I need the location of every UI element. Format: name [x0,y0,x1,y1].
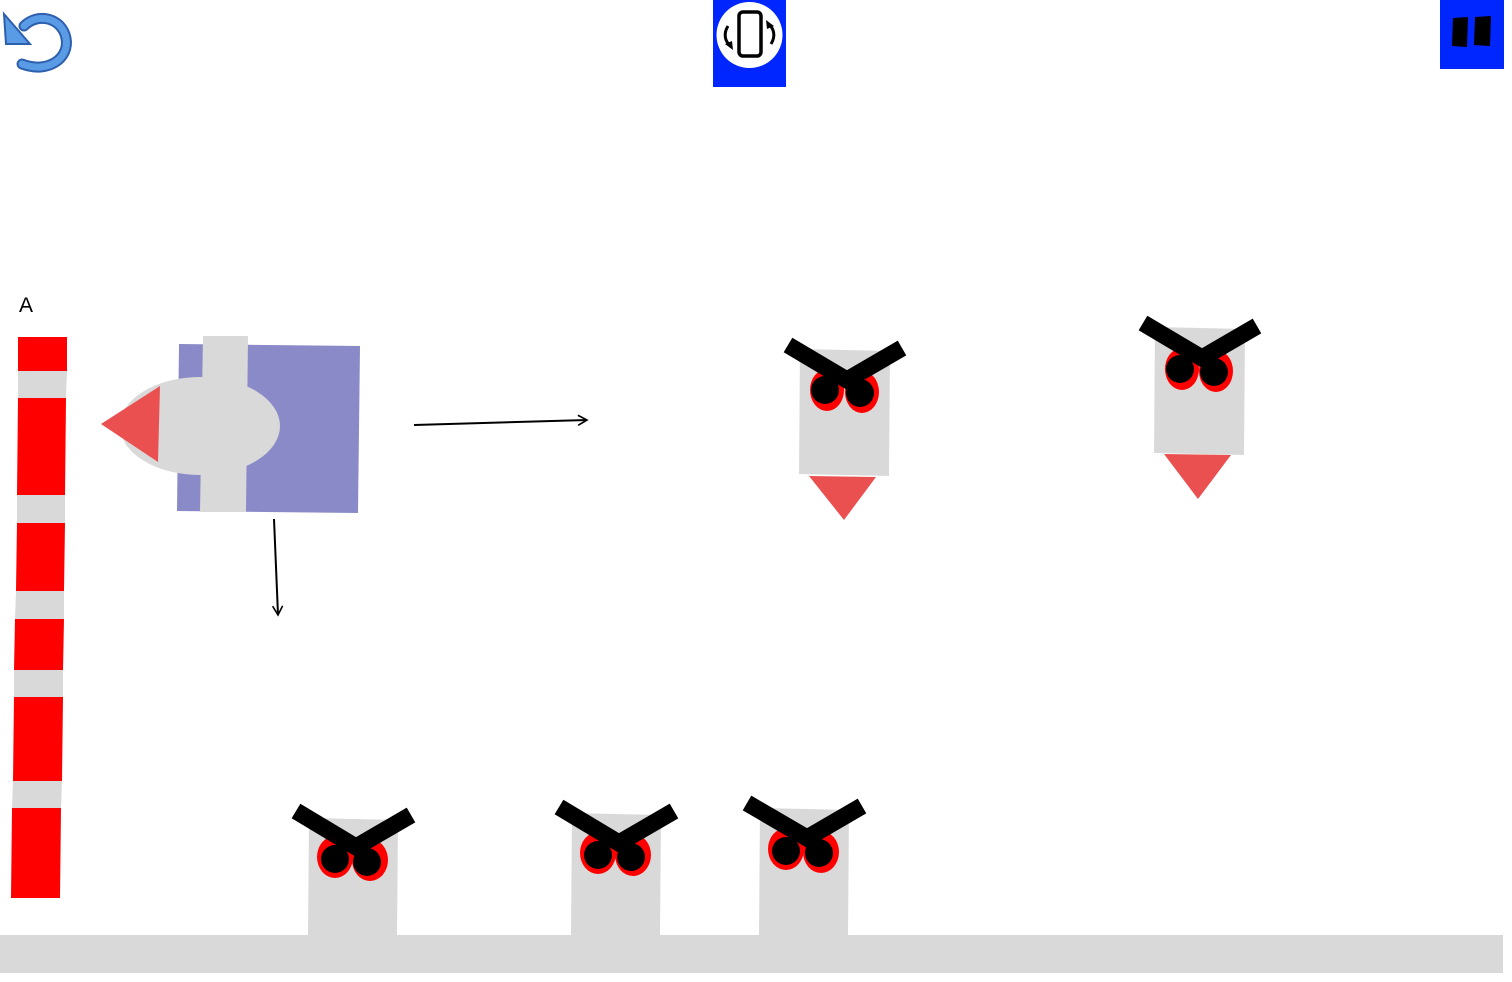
enemy-pupil [617,843,645,871]
enemy-brow [783,337,907,390]
enemy-flying-2[interactable] [1138,315,1262,499]
vertical-direction-arrow [271,518,284,617]
enemy-brow [291,803,416,857]
power-meter-gap [17,495,65,523]
power-meter-segment [13,697,63,781]
power-meter [11,337,67,898]
power-meter-segment [16,523,65,591]
pause-button[interactable] [1440,0,1504,69]
ground [0,935,1503,973]
power-meter-gap [12,781,62,808]
enemy-brow [1138,315,1262,368]
horizontal-direction-arrow [413,414,589,426]
undo-arrow-icon [2,11,72,73]
pause-icon [1452,16,1491,47]
enemy-brow [554,799,679,853]
rocket-nose [101,386,160,462]
power-meter-segment [18,337,67,371]
power-meter-segment [14,619,64,670]
power-meter-segment [17,398,66,495]
enemy-pupil [772,837,800,865]
enemy-pupil [1166,355,1194,383]
enemy-pupil [811,376,839,404]
enemy-pupil [321,845,349,873]
enemy-pupil [1200,358,1228,386]
power-meter-gap [14,670,63,697]
enemy-pupil [584,841,612,869]
rotate-device-icon [716,2,783,68]
rocket-fin [200,336,248,512]
power-meter-label: A [19,294,34,317]
power-meter-gap [15,591,64,619]
enemy-pupil [805,839,833,867]
power-meter-segment [11,808,61,898]
player-rocket-ship[interactable] [101,336,360,513]
undo-button[interactable] [0,4,74,78]
enemy-brow [742,795,867,848]
enemy-flying-1[interactable] [783,337,907,520]
enemy-ground-2[interactable] [554,799,679,936]
rotate-device-button[interactable] [713,0,786,87]
enemy-flame [1164,454,1231,499]
enemy-pupil [353,848,381,876]
enemy-flame [809,476,876,520]
enemy-ground-1[interactable] [291,803,416,936]
enemy-ground-3[interactable] [742,795,867,936]
power-meter-gap [18,371,67,398]
